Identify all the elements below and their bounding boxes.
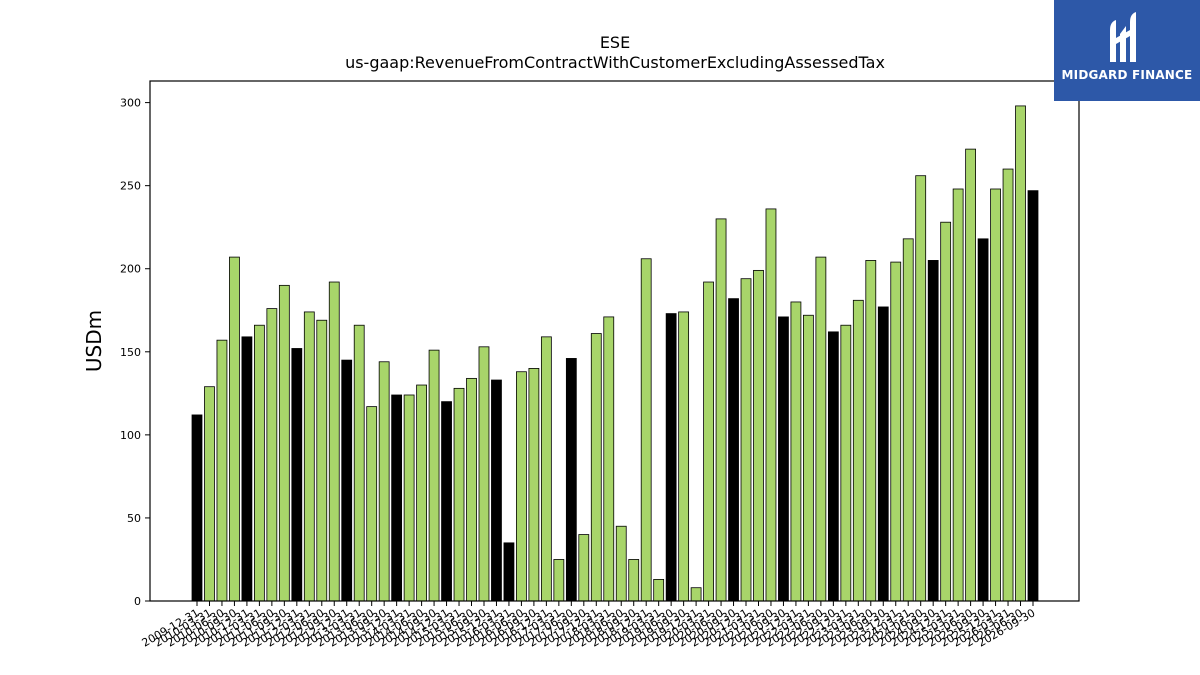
bar-2025-06-30: [965, 148, 976, 602]
y-axis-label: USDm: [82, 310, 106, 372]
bar-2010-06-30: [216, 339, 228, 602]
bar-2019-12-31: [690, 587, 702, 602]
bar-2011-03-31: [253, 324, 265, 602]
bar-2013-06-30: [366, 406, 378, 602]
bar-2015-12-31: [491, 379, 502, 602]
midgard-logo-icon: [1110, 12, 1136, 62]
bar-2018-03-31: [603, 316, 615, 602]
bar-2020-06-30: [715, 218, 727, 602]
bar-2021-09-30: [778, 316, 789, 602]
chart-title: ESE: [600, 33, 630, 52]
bar-2014-12-31: [441, 401, 452, 602]
bar-2025-09-30: [977, 238, 989, 602]
bar-2026-09-30: [1027, 190, 1039, 602]
bar-2010-03-31: [204, 386, 215, 602]
bar-2025-12-31: [990, 188, 1001, 602]
y-tick-label: 200: [120, 263, 141, 276]
bar-2023-03-31: [852, 299, 864, 602]
bar-2014-09-30: [428, 349, 440, 602]
bar-2021-12-31: [790, 301, 802, 602]
bar-2012-09-30: [328, 281, 340, 602]
bar-2022-03-31: [803, 314, 814, 602]
y-tick-label: 0: [134, 595, 141, 608]
bar-2013-03-31: [353, 324, 365, 602]
bar-2025-03-31: [952, 188, 964, 602]
bar-2022-06-30: [815, 256, 827, 602]
bar-2016-12-31: [540, 336, 552, 602]
bar-2014-06-30: [416, 384, 427, 602]
midgard-finance-logo: MIDGARD FINANCE: [1054, 0, 1200, 101]
bar-2010-12-31: [241, 336, 253, 602]
bar-2013-09-30: [378, 361, 390, 602]
y-tick-label: 150: [120, 346, 141, 359]
bar-2024-09-30: [927, 260, 939, 602]
bar-2014-03-31: [403, 394, 415, 602]
bar-2023-12-31: [890, 261, 902, 602]
y-tick-label: 300: [120, 97, 141, 110]
bar-2019-09-30: [678, 311, 690, 602]
bar-2020-03-31: [703, 281, 714, 602]
bar-2015-09-30: [478, 346, 490, 602]
bar-2021-06-30: [765, 208, 777, 602]
bar-2017-06-30: [565, 358, 577, 602]
bar-2026-03-31: [1002, 168, 1014, 602]
bar-2011-09-30: [278, 284, 290, 602]
bar-2016-03-31: [503, 542, 515, 602]
bar-2010-09-30: [229, 256, 240, 602]
bar-2018-09-30: [628, 559, 640, 602]
chart-subtitle: us-gaap:RevenueFromContractWithCustomerE…: [345, 53, 885, 72]
bar-2017-09-30: [578, 534, 590, 602]
bar-2019-03-31: [653, 579, 665, 602]
logo-brand-text: MIDGARD FINANCE: [1061, 68, 1193, 82]
bar-2026-06-30: [1015, 105, 1026, 602]
bar-2011-06-30: [266, 308, 278, 602]
bar-2013-12-31: [391, 394, 403, 602]
bar-2024-06-30: [915, 175, 927, 602]
plot-frame: [149, 80, 1080, 602]
bar-2017-03-31: [553, 559, 565, 602]
bar-2016-06-30: [516, 371, 527, 602]
bar-2011-12-31: [291, 348, 303, 602]
bar-2012-03-31: [303, 311, 315, 602]
y-tick-label: 100: [120, 429, 141, 442]
bar-2021-03-31: [753, 269, 764, 602]
bar-2019-06-30: [665, 313, 677, 602]
bars-group: [191, 105, 1039, 602]
y-tick-label: 50: [127, 512, 141, 525]
bar-2017-12-31: [590, 333, 602, 602]
bar-2020-09-30: [728, 298, 739, 602]
bar-2024-12-31: [940, 221, 952, 602]
bar-2009-12-31: [191, 414, 203, 602]
y-tick-label: 250: [120, 180, 141, 193]
bar-2015-06-30: [466, 377, 477, 602]
bar-2023-06-30: [865, 260, 877, 602]
bar-2015-03-31: [453, 387, 465, 602]
bar-2024-03-31: [902, 238, 914, 602]
bar-2023-09-30: [877, 306, 889, 602]
bar-2020-12-31: [740, 278, 752, 602]
bar-2022-09-30: [827, 331, 839, 602]
bar-2012-06-30: [316, 319, 328, 602]
x-axis-ticks: 2009-12-312010-03-312010-06-302010-09-30…: [140, 601, 1038, 650]
bar-2022-12-31: [840, 324, 852, 602]
bar-2016-09-30: [528, 368, 540, 602]
bar-2018-12-31: [640, 258, 652, 602]
y-axis-ticks: 0 50 100 150 200 250 300: [120, 97, 150, 608]
bar-2018-06-30: [615, 525, 627, 602]
bar-2012-12-31: [341, 359, 353, 602]
